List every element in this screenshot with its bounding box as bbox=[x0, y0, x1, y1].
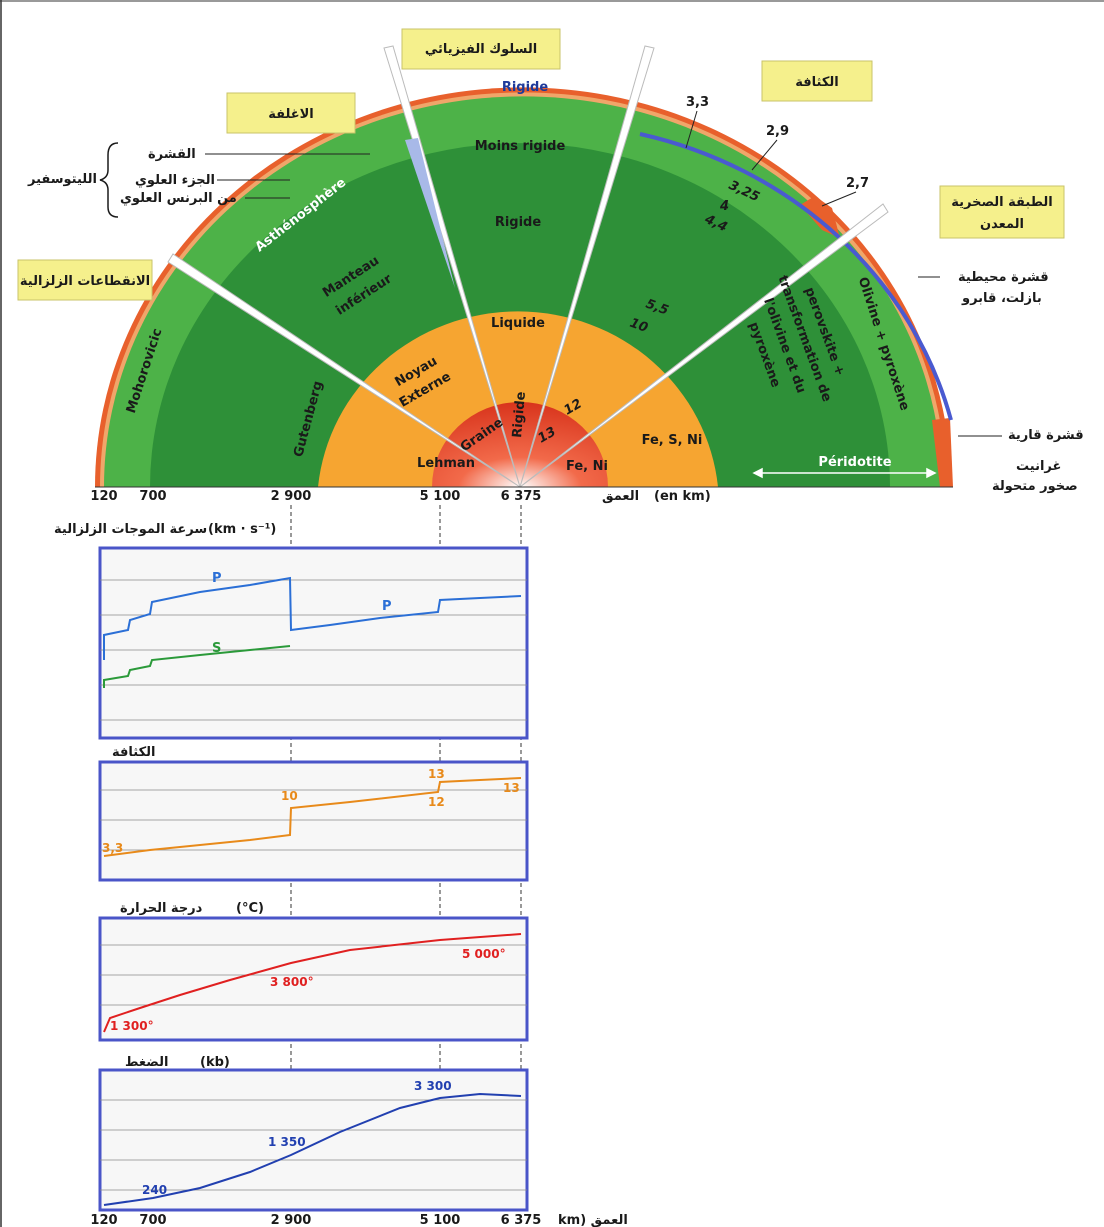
pressure-curve bbox=[103, 1092, 522, 1206]
box-rock-text-1: الطبقة الصخرية bbox=[951, 195, 1052, 210]
pressure-label-3300: 3 300 bbox=[414, 1079, 452, 1093]
disc-lehman: Lehman bbox=[417, 456, 475, 471]
pressure-panel: 240 1 350 3 300 bbox=[98, 1068, 529, 1212]
top-tick-2900: 2 900 bbox=[271, 489, 312, 504]
box-physical bbox=[401, 28, 561, 70]
bottom-axis: 120 700 2 900 5 100 6 375 km) العمق bbox=[90, 1213, 627, 1227]
box-rock-text-2: المعدن bbox=[980, 217, 1024, 232]
box-rock bbox=[939, 185, 1065, 239]
box-discontinuities-text: الانقطاعات الزلزالية bbox=[20, 274, 150, 289]
density-2-7: 2,7 bbox=[846, 176, 869, 191]
behaviour-less-rigid: Moins rigide bbox=[475, 139, 566, 154]
mineral-inner-core: Fe, Ni bbox=[566, 459, 608, 474]
inner-core bbox=[432, 402, 608, 487]
behaviour-rigid-top: Rigide bbox=[502, 80, 549, 95]
top-tick-5100: 5 100 bbox=[420, 489, 461, 504]
velocity-unit: (km · s⁻¹) bbox=[208, 522, 276, 537]
bottom-tick-700: 700 bbox=[139, 1213, 166, 1227]
divider-3 bbox=[519, 45, 655, 488]
density-3-3: 3,3 bbox=[686, 95, 709, 110]
s-wave-curve bbox=[103, 645, 291, 688]
mineral-peridotite: Péridotite bbox=[818, 455, 891, 470]
box-envelopes-text: الاغلفة bbox=[268, 107, 314, 122]
blue-wedge bbox=[405, 138, 455, 288]
lithosphere-brace bbox=[99, 142, 119, 218]
behaviour-liquid: Liquide bbox=[491, 316, 545, 331]
graph-panels: P P S سرعة الموجات الزلزالية (km · s⁻¹) … bbox=[54, 505, 628, 1227]
bottom-tick-2900: 2 900 bbox=[271, 1213, 312, 1227]
density-title: الكثافة bbox=[112, 745, 155, 760]
density-label-13b: 13 bbox=[503, 781, 520, 795]
upper-mantle-label-2: من البرنس العلوي bbox=[120, 191, 237, 206]
top-tick-6375: 6 375 bbox=[501, 489, 542, 504]
behaviour-rigid-core: Rigide bbox=[510, 391, 529, 439]
temp-label-5000: 5 000° bbox=[462, 947, 506, 961]
box-density bbox=[761, 60, 873, 102]
top-tick-120: 120 bbox=[90, 489, 117, 504]
p-wave-curve bbox=[103, 576, 522, 660]
header-boxes: الاغلفة السلوك الفيزيائي الكثافة الطبقة … bbox=[17, 28, 1065, 301]
behaviour-rigid-mantle: Rigide bbox=[495, 215, 542, 230]
temp-label-3800: 3 800° bbox=[270, 975, 314, 989]
density-10: 10 bbox=[628, 316, 650, 336]
p-label-1: P bbox=[212, 571, 222, 586]
continental-note-3: صخور متحولة bbox=[992, 479, 1078, 494]
density-label-13a: 13 bbox=[428, 767, 445, 781]
divider-4 bbox=[519, 203, 889, 488]
box-physical-text: السلوك الفيزيائي bbox=[425, 42, 537, 57]
top-axis-unit: (en km) bbox=[654, 489, 711, 504]
temperature-unit: (°C) bbox=[236, 901, 264, 916]
continental-crust-right bbox=[932, 418, 953, 487]
sector-dividers bbox=[167, 45, 889, 488]
temperature-title: درجة الحرارة bbox=[120, 901, 203, 916]
p-label-2: P bbox=[382, 599, 392, 614]
box-density-text: الكثافة bbox=[795, 75, 838, 90]
divider-1 bbox=[167, 253, 521, 488]
crust-label: القشرة bbox=[148, 147, 196, 162]
density-panel: 3,3 10 13 12 13 bbox=[98, 760, 529, 882]
temp-label-1300: 1 300° bbox=[110, 1019, 154, 1033]
bottom-tick-5100: 5 100 bbox=[420, 1213, 461, 1227]
top-tick-700: 700 bbox=[139, 489, 166, 504]
density-curve bbox=[103, 777, 522, 857]
density-label-12: 12 bbox=[428, 795, 445, 809]
s-label: S bbox=[212, 641, 221, 656]
density-4: 4 bbox=[719, 199, 729, 214]
density-label-10: 10 bbox=[281, 789, 298, 803]
upper-mantle-label-1: الجزء العلوي bbox=[135, 173, 215, 188]
velocity-title: سرعة الموجات الزلزالية bbox=[54, 522, 207, 537]
density-5-5: 5,5 bbox=[644, 297, 671, 319]
temperature-panel: 1 300° 3 800° 5 000° bbox=[98, 916, 529, 1042]
density-2-9: 2,9 bbox=[766, 124, 789, 139]
pressure-title: الضغط bbox=[125, 1055, 168, 1070]
bottom-axis-label: km) العمق bbox=[558, 1213, 628, 1227]
temperature-curve bbox=[103, 933, 522, 1033]
mineral-outer-core: Fe, S, Ni bbox=[642, 433, 703, 448]
bottom-tick-120: 120 bbox=[90, 1213, 117, 1227]
oceanic-rim bbox=[639, 132, 953, 421]
earth-half-section bbox=[95, 45, 953, 488]
pressure-label-240: 240 bbox=[142, 1183, 167, 1197]
oceanic-note-1: قشرة محيطية bbox=[958, 270, 1049, 285]
density-label-3-3: 3,3 bbox=[102, 841, 123, 855]
box-envelopes bbox=[226, 92, 356, 134]
pressure-label-1350: 1 350 bbox=[268, 1135, 306, 1149]
density-leaders bbox=[205, 110, 1002, 437]
top-depth-axis: 120 700 2 900 5 100 6 375 العمق (en km) bbox=[90, 486, 953, 504]
oceanic-note-2: بازلت، قابرو bbox=[961, 291, 1042, 306]
pressure-unit: (kb) bbox=[200, 1055, 230, 1070]
outer-core bbox=[318, 311, 718, 487]
box-discontinuities bbox=[17, 259, 153, 301]
continental-note-2: غرانيت bbox=[1016, 459, 1061, 474]
velocity-panel: P P S bbox=[98, 546, 529, 740]
peridotite-arrow bbox=[752, 467, 937, 479]
top-axis-label: العمق bbox=[602, 489, 639, 504]
bottom-tick-6375: 6 375 bbox=[501, 1213, 542, 1227]
lithosphere-label: الليتوسفير bbox=[27, 172, 97, 187]
continental-note: قشرة قارية bbox=[1008, 428, 1084, 443]
